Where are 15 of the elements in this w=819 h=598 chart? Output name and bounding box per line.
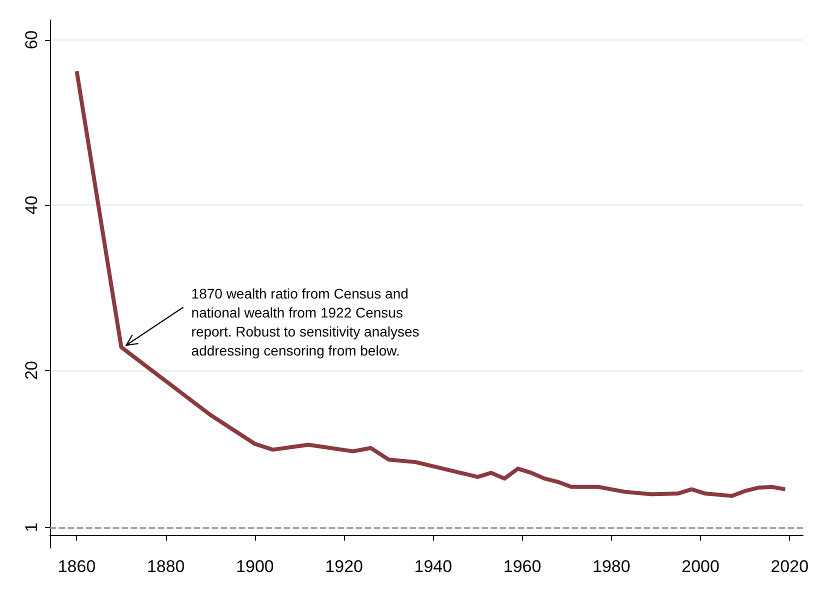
y-tick-label: 40 — [22, 196, 41, 215]
x-tick-label: 1960 — [503, 557, 542, 576]
x-tick-label: 2020 — [770, 557, 809, 576]
line-series — [74, 69, 788, 498]
y-tick-label: 20 — [22, 360, 41, 380]
y-tick-label: 1 — [22, 522, 41, 532]
x-tick-label: 1900 — [236, 557, 274, 576]
x-tick-label: 1880 — [146, 557, 185, 576]
x-tick-label: 1940 — [414, 557, 452, 576]
y-tick-label: 60 — [22, 30, 41, 50]
annotation: 1870 wealth ratio from Census and national wealth from 1922 Census report. Robust to sensitivity analyses addressing censoring from below. — [191, 286, 420, 359]
x-tick-label: 1920 — [325, 557, 363, 576]
x-tick-label: 1860 — [58, 557, 96, 576]
x-tick-label: 1980 — [592, 557, 630, 576]
x-tick-label: 2000 — [682, 557, 720, 576]
